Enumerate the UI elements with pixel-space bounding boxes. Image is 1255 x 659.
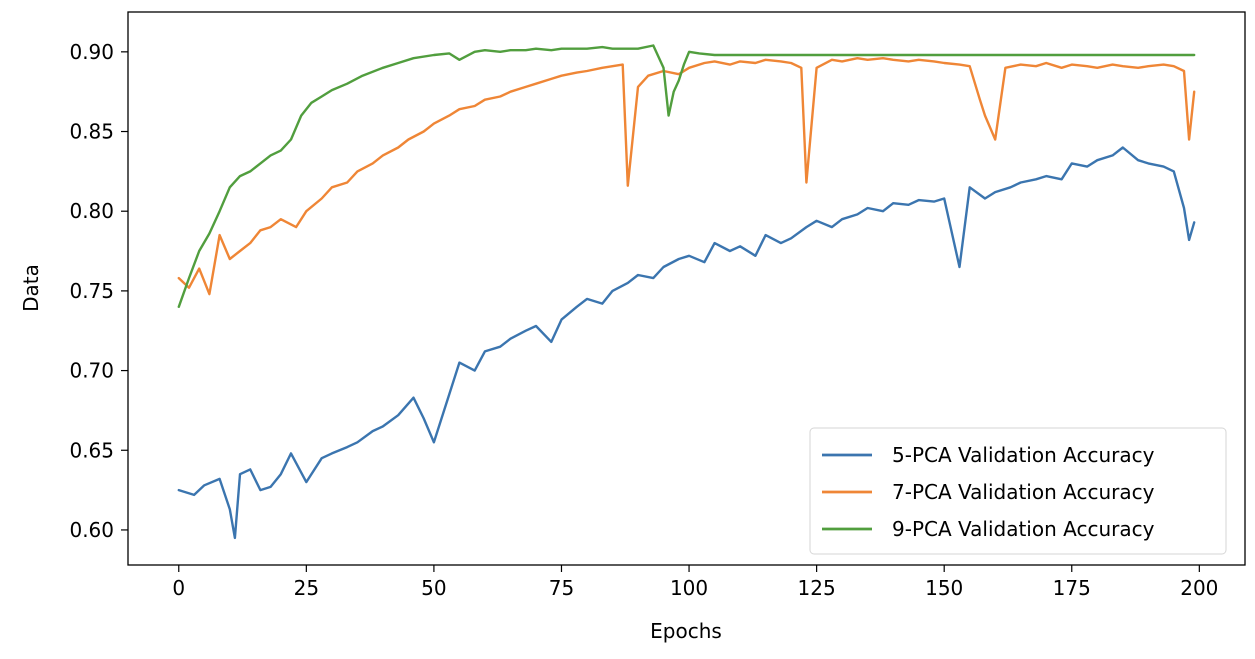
plot-frame xyxy=(127,11,1246,566)
y-axis-ticks: 0.60 0.65 0.70 0.75 0.80 0.85 0.90 xyxy=(69,40,128,542)
series-line-3 xyxy=(177,44,1196,308)
x-tick-label: 25 xyxy=(294,576,319,600)
x-tick-label: 75 xyxy=(549,576,574,600)
y-tick-label: 0.70 xyxy=(69,359,114,383)
y-tick-label: 0.80 xyxy=(69,199,114,223)
y-tick-label: 0.60 xyxy=(69,518,114,542)
y-tick-label: 0.90 xyxy=(69,40,114,64)
x-tick-label: 175 xyxy=(1053,576,1091,600)
y-tick-label: 0.85 xyxy=(69,120,114,144)
x-tick-label: 50 xyxy=(421,576,446,600)
y-tick-label: 0.75 xyxy=(69,279,114,303)
x-tick-label: 100 xyxy=(670,576,708,600)
legend-label-9pca: 9-PCA Validation Accuracy xyxy=(892,517,1155,541)
x-tick-label: 125 xyxy=(798,576,836,600)
x-axis-ticks: 0 25 50 75 100 125 150 175 200 xyxy=(172,565,1218,600)
series-line-2 xyxy=(177,57,1196,296)
x-axis-label: Epochs xyxy=(650,619,722,643)
legend: 5-PCA Validation Accuracy 7-PCA Validati… xyxy=(809,427,1227,555)
x-tick-label: 0 xyxy=(172,576,185,600)
series-line-1 xyxy=(177,146,1196,540)
series-layer xyxy=(177,44,1196,540)
x-tick-label: 150 xyxy=(925,576,963,600)
legend-box xyxy=(809,427,1227,555)
y-tick-label: 0.65 xyxy=(69,438,114,462)
y-axis-label: Data xyxy=(19,264,43,312)
x-tick-label: 200 xyxy=(1180,576,1218,600)
legend-label-5pca: 5-PCA Validation Accuracy xyxy=(892,443,1155,467)
legend-label-7pca: 7-PCA Validation Accuracy xyxy=(892,480,1155,504)
